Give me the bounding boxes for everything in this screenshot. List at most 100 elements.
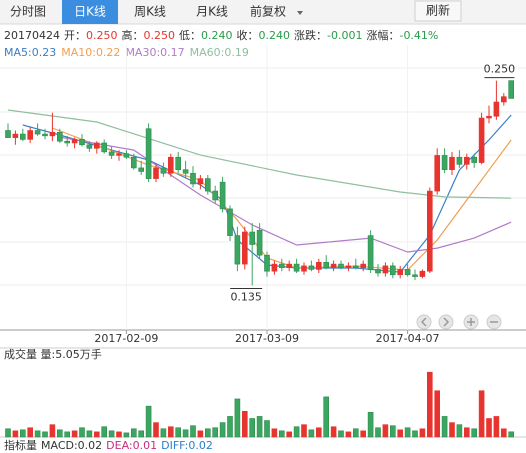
volume-title: 成交量 量:5.05万手 bbox=[4, 347, 102, 361]
volume-bar bbox=[234, 398, 241, 438]
candle-body bbox=[397, 269, 404, 276]
candle-body bbox=[412, 274, 418, 277]
indicator-line: 指标量 MACD:0.02 DEA:0.01 DIFF:0.02 bbox=[4, 438, 213, 452]
candle-body bbox=[330, 263, 337, 268]
candle-body bbox=[486, 115, 492, 119]
legend-entry: MA10:0.22 bbox=[61, 46, 120, 59]
candle-body bbox=[471, 156, 478, 163]
info-label: 收： bbox=[237, 28, 259, 42]
volume-bar bbox=[508, 431, 515, 438]
volume-bar bbox=[404, 427, 411, 438]
volume-bar bbox=[500, 428, 507, 438]
candle-body bbox=[197, 178, 204, 185]
volume-bar bbox=[168, 426, 174, 438]
volume-bar bbox=[42, 431, 48, 438]
volume-bar bbox=[367, 412, 374, 438]
max-label: 0.250 bbox=[484, 63, 516, 76]
ma-legend: MA5:0.23 MA10:0.22 MA30:0.17 MA60:0.19 bbox=[4, 46, 249, 59]
info-label: 涨幅： bbox=[366, 29, 399, 42]
volume-bar bbox=[412, 430, 418, 438]
candle-body bbox=[56, 131, 63, 142]
candle-body bbox=[86, 144, 93, 149]
candle-body bbox=[360, 263, 367, 268]
candle-body bbox=[160, 167, 167, 174]
legend-entry: MA30:0.17 bbox=[125, 46, 184, 59]
refresh-button[interactable] bbox=[414, 0, 462, 22]
volume-bar bbox=[493, 416, 500, 438]
candle-body bbox=[286, 263, 293, 268]
scroll-left[interactable] bbox=[416, 314, 432, 330]
scroll-right[interactable] bbox=[438, 314, 454, 330]
volume-bar bbox=[419, 428, 426, 438]
info-value: 0.250 bbox=[86, 29, 118, 42]
candle-body bbox=[116, 153, 122, 156]
x-tick-label: 2017-03-09 bbox=[235, 332, 299, 345]
volume-bar bbox=[323, 396, 330, 438]
info-value: -0.41% bbox=[399, 29, 438, 42]
volume-bar bbox=[153, 422, 159, 438]
volume-bar bbox=[271, 428, 278, 438]
tab-label[interactable]: 月K线 bbox=[196, 5, 228, 19]
tab-label[interactable]: 日K线 bbox=[74, 5, 106, 19]
volume-bar bbox=[301, 424, 307, 438]
candle-body bbox=[293, 263, 300, 272]
volume-bar bbox=[5, 428, 11, 438]
volume-bar bbox=[471, 428, 478, 438]
candle-body bbox=[404, 269, 411, 276]
volume-bar bbox=[286, 431, 293, 438]
volume-bar bbox=[434, 390, 441, 438]
candle-body bbox=[449, 156, 455, 170]
info-value: 0.250 bbox=[144, 29, 176, 42]
zoom-controls bbox=[416, 314, 502, 330]
volume-bar bbox=[486, 418, 492, 438]
volume-bar bbox=[94, 431, 100, 438]
volume-bar bbox=[463, 427, 470, 438]
volume-bar bbox=[212, 427, 218, 438]
tab-label[interactable]: 前复权 bbox=[250, 4, 286, 19]
ma-line bbox=[52, 127, 512, 271]
candle-body bbox=[138, 167, 144, 172]
volume-bar bbox=[382, 424, 389, 438]
candle-body bbox=[19, 133, 26, 140]
info-label: 低： bbox=[179, 29, 201, 42]
tab-label[interactable]: 分时图 bbox=[10, 5, 46, 19]
info-line: 20170424 开：0.250 高：0.250 低：0.240 收：0.240 涨跌：-… bbox=[4, 28, 438, 42]
volume-bar bbox=[12, 430, 19, 438]
candle-body bbox=[456, 156, 463, 165]
candle-body bbox=[352, 265, 359, 268]
candle-body bbox=[71, 139, 78, 144]
volume-bar bbox=[71, 430, 78, 438]
candle-body bbox=[234, 235, 241, 265]
candle-body bbox=[367, 235, 374, 270]
candle-body bbox=[175, 156, 181, 170]
candle-body bbox=[278, 263, 285, 268]
volume-bar bbox=[293, 426, 300, 438]
tab-label[interactable]: 周K线 bbox=[134, 5, 166, 19]
candle-body bbox=[271, 263, 278, 272]
candle-body bbox=[478, 117, 485, 163]
candle-body bbox=[168, 156, 174, 174]
volume-bar bbox=[19, 429, 26, 438]
candle-body bbox=[131, 156, 137, 169]
volume-bar bbox=[160, 428, 167, 438]
grid bbox=[0, 67, 526, 286]
legend-entry: MA5:0.23 bbox=[4, 46, 56, 59]
ma-line bbox=[59, 136, 512, 253]
info-value: 0.240 bbox=[201, 29, 233, 42]
info-date: 20170424 bbox=[4, 29, 60, 42]
info-label: 开： bbox=[64, 29, 86, 42]
volume-bar bbox=[278, 430, 285, 438]
candle-body bbox=[249, 231, 255, 245]
volume-bar bbox=[397, 429, 404, 438]
candle-body bbox=[94, 142, 100, 149]
volume-bar bbox=[449, 422, 455, 438]
dropdown-arrow bbox=[297, 11, 303, 15]
volume-bar bbox=[101, 426, 107, 438]
volume-bar bbox=[49, 424, 56, 438]
volume-bar bbox=[456, 424, 463, 438]
volume-bar bbox=[264, 420, 270, 438]
candle-body bbox=[205, 178, 211, 192]
volume-bar bbox=[79, 427, 85, 438]
x-tick-label: 2017-02-09 bbox=[94, 332, 158, 345]
